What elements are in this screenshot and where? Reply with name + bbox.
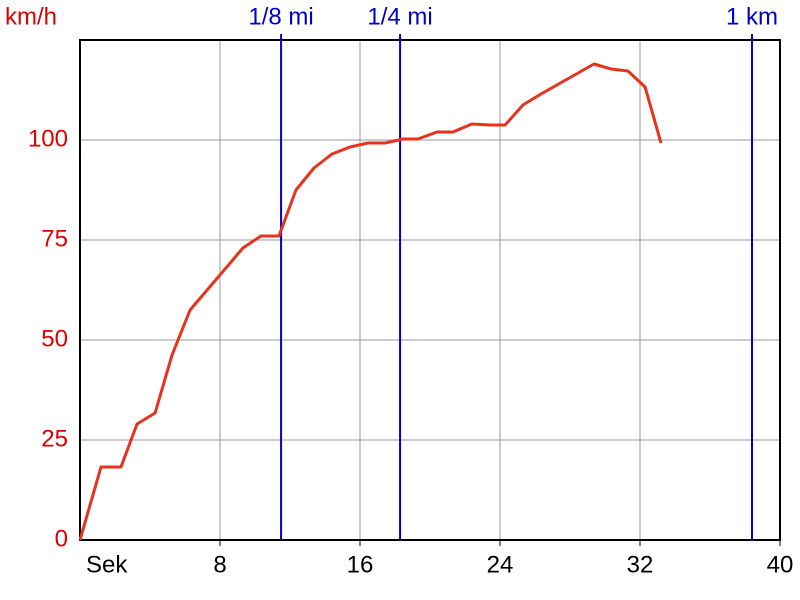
y-tick-label: 50	[41, 325, 68, 352]
marker-label: 1 km	[726, 3, 778, 30]
y-axis-label: km/h	[5, 3, 57, 30]
y-tick-label: 25	[41, 425, 68, 452]
x-tick-label: 32	[627, 551, 654, 578]
x-axis-label: Sek	[86, 551, 128, 578]
y-tick-label: 100	[28, 125, 68, 152]
speed-line	[78, 62, 663, 541]
marker-label: 1/8 mi	[248, 3, 313, 30]
marker-label: 1/4 mi	[367, 3, 432, 30]
y-tick-label: 75	[41, 225, 68, 252]
x-tick-label: 16	[347, 551, 374, 578]
y-tick-label: 0	[55, 525, 68, 552]
x-tick-label: 40	[767, 551, 794, 578]
x-tick-label: 8	[213, 551, 226, 578]
plot-frame	[79, 39, 781, 541]
x-tick-label: 24	[487, 551, 514, 578]
